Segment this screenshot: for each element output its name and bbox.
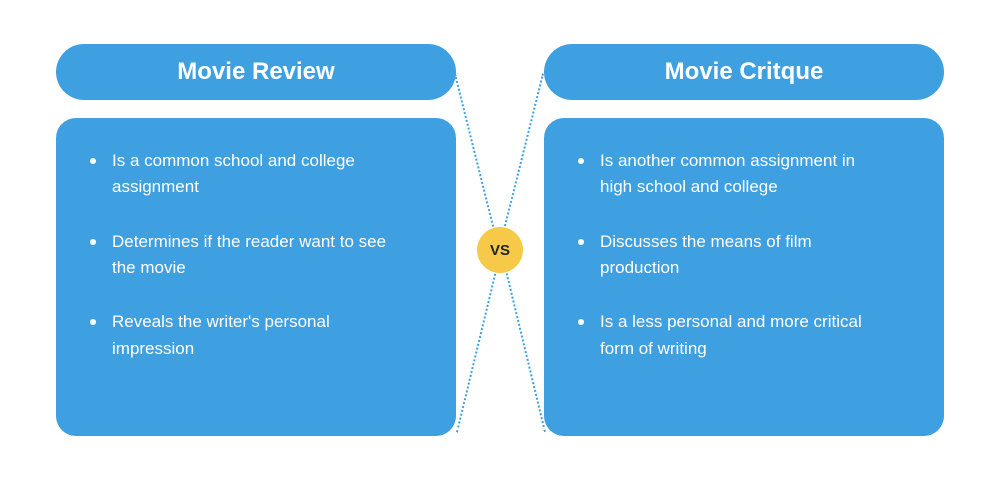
right-panel-title: Movie Critque <box>544 44 944 100</box>
list-item: Reveals the writer's personal impression <box>90 309 390 362</box>
list-item: Is another common assignment in high sch… <box>578 148 878 201</box>
left-panel-title: Movie Review <box>56 44 456 100</box>
list-item: Is a common school and college assignmen… <box>90 148 390 201</box>
right-points-list: Is another common assignment in high sch… <box>578 148 910 362</box>
list-item: Is a less personal and more critical for… <box>578 309 878 362</box>
connector-line <box>498 74 544 250</box>
comparison-infographic: Movie Review Is a common school and coll… <box>0 0 1000 500</box>
connector-line <box>456 250 502 432</box>
left-panel-body: Is a common school and college assignmen… <box>56 118 456 436</box>
list-item: Discusses the means of film production <box>578 229 878 282</box>
connector-line <box>500 250 546 432</box>
vs-badge: VS <box>477 227 523 273</box>
left-panel: Movie Review Is a common school and coll… <box>56 44 456 436</box>
connector-line <box>454 74 500 250</box>
left-points-list: Is a common school and college assignmen… <box>90 148 422 362</box>
list-item: Determines if the reader want to see the… <box>90 229 390 282</box>
right-panel-body: Is another common assignment in high sch… <box>544 118 944 436</box>
right-panel: Movie Critque Is another common assignme… <box>544 44 944 436</box>
